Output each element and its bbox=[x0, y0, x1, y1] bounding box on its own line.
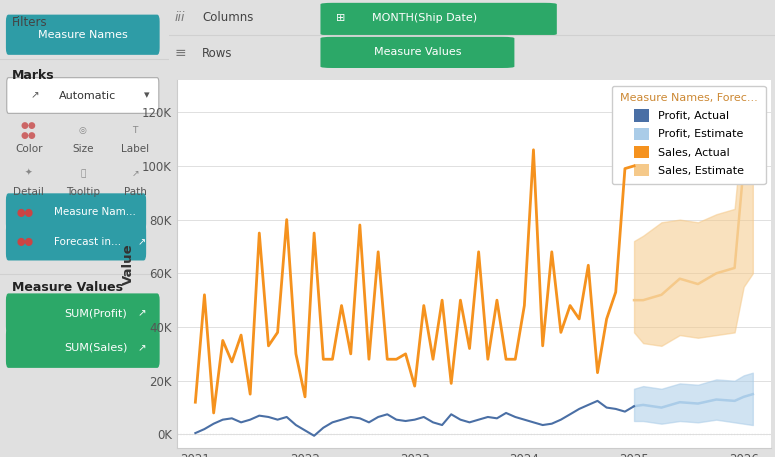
Text: Filters: Filters bbox=[12, 16, 47, 29]
Text: Automatic: Automatic bbox=[59, 90, 116, 101]
Text: ●●
●●: ●● ●● bbox=[21, 121, 36, 140]
FancyBboxPatch shape bbox=[7, 78, 159, 113]
Text: ↗: ↗ bbox=[138, 237, 146, 247]
Text: Measure Names: Measure Names bbox=[38, 30, 128, 40]
Text: ↗: ↗ bbox=[132, 169, 139, 178]
FancyBboxPatch shape bbox=[321, 3, 556, 36]
Text: Forecast in...: Forecast in... bbox=[54, 237, 121, 247]
Text: ▾: ▾ bbox=[144, 90, 150, 101]
Text: Size: Size bbox=[72, 143, 94, 154]
Text: SUM(Profit): SUM(Profit) bbox=[64, 308, 127, 319]
Text: Measure Values: Measure Values bbox=[12, 281, 122, 294]
FancyBboxPatch shape bbox=[6, 223, 146, 260]
Text: 💬: 💬 bbox=[80, 169, 85, 178]
Text: ◎: ◎ bbox=[79, 126, 87, 135]
Text: Columns: Columns bbox=[202, 11, 253, 24]
Text: ✦: ✦ bbox=[25, 169, 33, 178]
Text: Measure Values: Measure Values bbox=[374, 48, 461, 58]
Text: Path: Path bbox=[124, 187, 146, 197]
Text: Label: Label bbox=[121, 143, 150, 154]
Legend: Profit, Actual, Profit, Estimate, Sales, Actual, Sales, Estimate: Profit, Actual, Profit, Estimate, Sales,… bbox=[612, 85, 766, 184]
Y-axis label: Value: Value bbox=[122, 243, 135, 285]
FancyBboxPatch shape bbox=[6, 293, 160, 334]
Text: ↗: ↗ bbox=[30, 90, 40, 101]
Text: Marks: Marks bbox=[12, 69, 54, 82]
Text: ⊞: ⊞ bbox=[336, 13, 345, 23]
Text: Detail: Detail bbox=[13, 187, 44, 197]
Text: ⬤⬤: ⬤⬤ bbox=[17, 237, 34, 246]
Text: ↗: ↗ bbox=[137, 308, 146, 319]
Text: T: T bbox=[133, 126, 138, 135]
Text: Tooltip: Tooltip bbox=[66, 187, 100, 197]
Text: ↗: ↗ bbox=[137, 343, 146, 353]
Text: SUM(Sales): SUM(Sales) bbox=[64, 343, 128, 353]
FancyBboxPatch shape bbox=[6, 328, 160, 368]
Text: ⬤⬤: ⬤⬤ bbox=[17, 207, 34, 217]
Text: Color: Color bbox=[15, 143, 43, 154]
FancyBboxPatch shape bbox=[321, 37, 515, 68]
Text: ≡: ≡ bbox=[175, 46, 187, 60]
Text: Measure Nam...: Measure Nam... bbox=[54, 207, 136, 217]
FancyBboxPatch shape bbox=[6, 193, 146, 231]
Text: MONTH(Ship Date): MONTH(Ship Date) bbox=[372, 13, 477, 23]
FancyBboxPatch shape bbox=[6, 15, 160, 55]
Text: Rows: Rows bbox=[202, 47, 232, 59]
Text: iii: iii bbox=[175, 11, 185, 24]
